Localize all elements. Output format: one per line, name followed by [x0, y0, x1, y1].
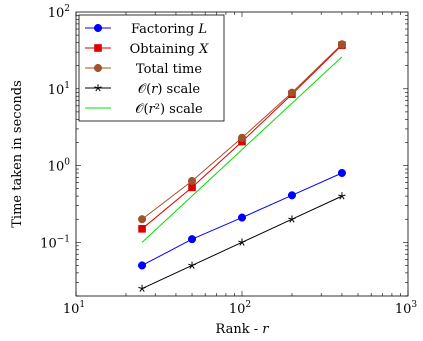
star-ray — [191, 265, 195, 269]
data-point — [138, 225, 146, 233]
legend-item: 𝒪(𝑟) scale — [85, 82, 200, 97]
legend-label: Total time — [136, 62, 202, 77]
data-point — [337, 168, 346, 178]
legend-item: Obtaining X — [85, 42, 209, 57]
data-point — [93, 63, 103, 73]
data-point — [287, 191, 297, 200]
ticks — [75, 12, 409, 297]
y-axis-label: Time taken in seconds — [10, 80, 25, 228]
x-tick-label: 102 — [229, 300, 251, 317]
star-ray — [289, 218, 293, 223]
legend-item: Total time — [85, 62, 202, 77]
y-tick-label: 100 — [48, 158, 71, 175]
star-ray — [338, 194, 343, 197]
star-ray — [191, 263, 196, 266]
data-point — [187, 235, 197, 244]
legend-label: 𝒪(𝑟²) scale — [135, 102, 203, 117]
star-ray — [139, 288, 143, 292]
data-point — [237, 133, 247, 142]
series-3 — [138, 192, 346, 292]
star-ray — [97, 87, 101, 92]
series-0 — [138, 168, 346, 270]
data-point — [94, 44, 102, 52]
legend-label: 𝒪(𝑟) scale — [138, 82, 201, 97]
x-axis-label: Rank - r — [216, 322, 270, 337]
series-2 — [138, 40, 346, 224]
series-4 — [141, 56, 343, 243]
star-ray — [141, 288, 145, 292]
star-ray — [341, 194, 346, 197]
star-ray — [291, 217, 296, 220]
y-tick-label: 10−1 — [40, 234, 70, 251]
data-point — [188, 183, 196, 192]
star-ray — [138, 286, 143, 290]
data-point — [287, 88, 297, 97]
data-point — [337, 40, 346, 49]
x-tick-label: 103 — [395, 300, 418, 317]
data-point — [238, 238, 246, 246]
star-ray — [239, 242, 243, 246]
star-ray — [288, 217, 293, 220]
star-ray — [94, 86, 99, 89]
legend-label: Factoring L — [131, 22, 207, 37]
data-point — [188, 261, 196, 269]
data-point — [237, 213, 247, 222]
star-ray — [97, 86, 102, 89]
legend-item: Factoring L — [85, 22, 207, 37]
data-point — [138, 284, 146, 292]
data-point — [288, 215, 296, 223]
star-ray — [95, 87, 99, 92]
data-point — [138, 215, 147, 224]
star-ray — [241, 240, 246, 243]
star-ray — [241, 242, 245, 246]
star-ray — [339, 195, 343, 200]
data-point — [338, 192, 346, 200]
star-ray — [238, 240, 243, 243]
data-point — [94, 84, 102, 92]
data-point — [187, 176, 197, 186]
legend-label: Obtaining X — [130, 42, 209, 57]
star-ray — [141, 286, 146, 290]
data-point — [93, 23, 103, 33]
star-ray — [188, 263, 193, 266]
star-ray — [189, 265, 193, 269]
y-tick-label: 101 — [48, 81, 70, 98]
series-line — [141, 56, 343, 243]
legend: Factoring L Obtaining X Total time 𝒪(𝑟) sca… — [78, 14, 225, 122]
x-tick-label: 101 — [63, 300, 85, 317]
star-ray — [341, 195, 345, 200]
y-tick-label: 102 — [48, 4, 70, 21]
legend-item: 𝒪(𝑟²) scale — [85, 102, 203, 117]
star-ray — [291, 218, 295, 223]
data-point — [138, 261, 147, 270]
